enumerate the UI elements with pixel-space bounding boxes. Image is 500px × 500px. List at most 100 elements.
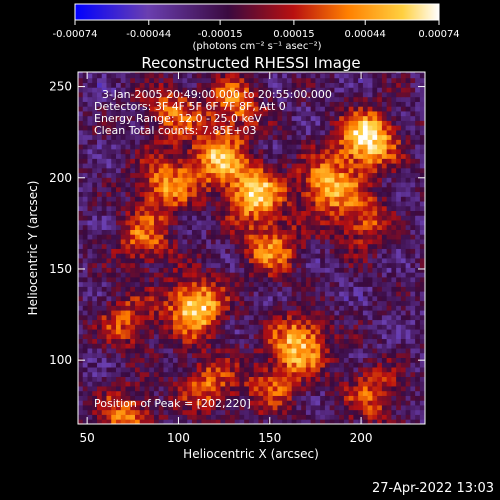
heatmap-cell <box>177 130 183 136</box>
heatmap-cell <box>144 367 150 373</box>
heatmap-cell <box>362 300 369 306</box>
heatmap-cell <box>130 277 136 283</box>
heatmap-cell <box>267 163 274 169</box>
heatmap-cell <box>206 182 212 188</box>
heatmap-cell <box>163 386 169 392</box>
heatmap-cell <box>358 229 364 235</box>
heatmap-cell <box>358 172 364 178</box>
heatmap-cell <box>220 186 226 193</box>
heatmap-cell <box>353 376 359 382</box>
heatmap-cell <box>87 376 93 382</box>
heatmap-cell <box>92 239 98 245</box>
heatmap-cell <box>196 163 202 169</box>
heatmap-cell <box>396 371 402 377</box>
heatmap-cell <box>115 153 122 159</box>
heatmap-cell <box>272 348 278 354</box>
heatmap-cell <box>187 153 193 159</box>
heatmap-cell <box>400 177 407 183</box>
heatmap-cell <box>144 371 150 377</box>
heatmap-cell <box>187 281 193 287</box>
heatmap-cell <box>410 115 416 121</box>
heatmap-cell <box>220 144 226 150</box>
heatmap-cell <box>215 281 221 287</box>
heatmap-cell <box>339 357 345 363</box>
heatmap-cell <box>339 229 345 235</box>
heatmap-cell <box>225 414 231 420</box>
heatmap-cell <box>220 130 226 136</box>
heatmap-cell <box>291 125 297 131</box>
heatmap-cell <box>253 329 259 335</box>
heatmap-cell <box>405 158 411 164</box>
heatmap-cell <box>267 386 274 392</box>
heatmap-cell <box>248 215 255 221</box>
heatmap-cell <box>191 158 198 164</box>
heatmap-cell <box>372 319 378 325</box>
heatmap-cell <box>339 177 345 183</box>
heatmap-cell <box>172 405 179 411</box>
heatmap-cell <box>282 139 288 145</box>
heatmap-cell <box>315 234 321 240</box>
heatmap-cell <box>92 163 98 169</box>
heatmap-cell <box>196 277 202 283</box>
heatmap-cell <box>177 205 183 212</box>
heatmap-cell <box>96 125 103 131</box>
heatmap-cell <box>215 367 221 373</box>
heatmap-cell <box>210 314 217 321</box>
heatmap-cell <box>339 196 345 202</box>
heatmap-cell <box>291 115 297 121</box>
heatmap-cell <box>415 319 421 325</box>
heatmap-cell <box>391 167 397 174</box>
heatmap-cell <box>111 419 117 424</box>
heatmap-cell <box>291 229 297 235</box>
heatmap-cell <box>277 182 283 188</box>
heatmap-cell <box>301 338 307 344</box>
heatmap-cell <box>139 291 145 297</box>
heatmap-cell <box>78 300 84 306</box>
heatmap-cell <box>348 291 354 297</box>
heatmap-cell <box>234 201 240 207</box>
heatmap-cell <box>334 338 340 344</box>
heatmap-cell <box>134 272 141 278</box>
heatmap-cell <box>296 295 302 302</box>
heatmap-cell <box>348 186 354 193</box>
heatmap-cell <box>419 191 425 197</box>
heatmap-cell <box>258 405 264 411</box>
heatmap-cell <box>115 395 122 401</box>
heatmap-cell <box>248 414 255 420</box>
heatmap-cell <box>191 253 198 259</box>
heatmap-cell <box>348 352 354 359</box>
heatmap-cell <box>272 182 278 188</box>
heatmap-cell <box>134 386 141 392</box>
heatmap-cell <box>191 120 198 126</box>
heatmap-cell <box>315 300 321 306</box>
heatmap-cell <box>286 130 293 136</box>
heatmap-cell <box>134 224 141 230</box>
heatmap-cell <box>125 158 131 164</box>
heatmap-cell <box>120 177 126 183</box>
heatmap-cell <box>130 357 136 363</box>
heatmap-cell <box>130 224 136 230</box>
heatmap-cell <box>334 125 340 131</box>
heatmap-cell <box>153 172 160 178</box>
heatmap-cell <box>400 305 407 311</box>
heatmap-cell <box>106 395 112 401</box>
heatmap-cell <box>201 158 207 164</box>
heatmap-cell <box>115 111 122 117</box>
heatmap-cell <box>358 395 364 401</box>
heatmap-cell <box>125 258 131 264</box>
heatmap-cell <box>334 281 340 287</box>
heatmap-cell <box>320 229 326 235</box>
heatmap-cell <box>400 295 407 302</box>
heatmap-cell <box>415 352 421 359</box>
heatmap-cell <box>125 167 131 174</box>
heatmap-cell <box>191 248 198 254</box>
heatmap-cell <box>139 305 145 311</box>
heatmap-cell <box>120 182 126 188</box>
heatmap-cell <box>263 381 269 387</box>
heatmap-cell <box>229 205 236 212</box>
heatmap-cell <box>210 386 217 392</box>
heatmap-cell <box>391 286 397 292</box>
heatmap-cell <box>386 357 392 363</box>
heatmap-cell <box>315 106 321 112</box>
heatmap-cell <box>125 120 131 126</box>
